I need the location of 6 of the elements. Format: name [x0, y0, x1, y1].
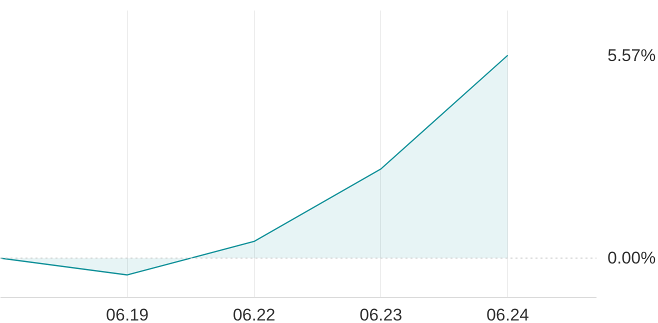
y-tick-label: 0.00%: [608, 248, 656, 268]
y-tick-label: 5.57%: [608, 46, 656, 65]
x-tick-label: 06.22: [232, 306, 276, 323]
x-tick-label: 06.23: [360, 306, 402, 323]
x-tick-label: 06.24: [486, 306, 530, 323]
x-tick-label: 06.19: [106, 306, 149, 323]
